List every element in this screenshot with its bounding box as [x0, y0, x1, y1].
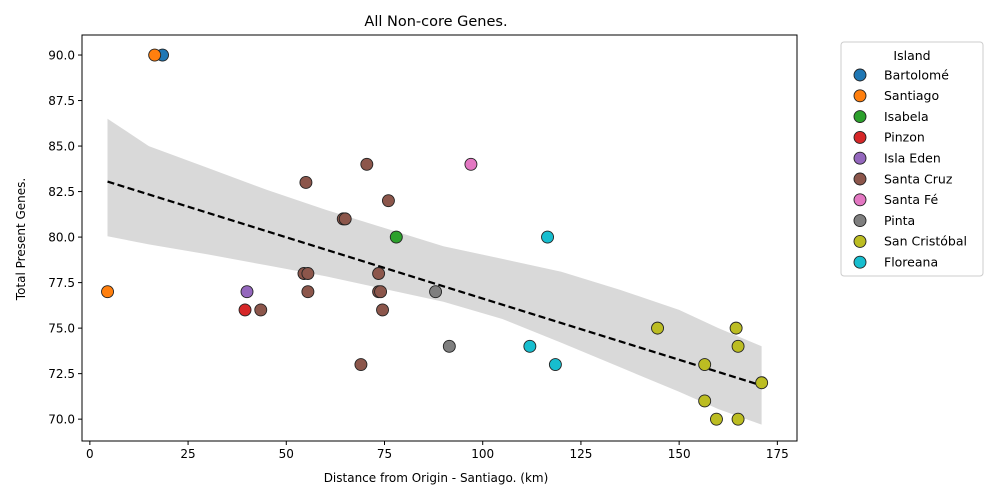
data-point: [429, 285, 443, 299]
data-point: [360, 157, 374, 171]
y-tick-label: 82.5: [48, 185, 75, 199]
data-point: [464, 157, 478, 171]
x-axis-label: Distance from Origin - Santiago. (km): [324, 471, 549, 485]
plot-area: 0 25 50 75 100 125 150 175 70.0 72.5 75.0 77.5 80.0 8…: [48, 34, 798, 461]
x-tick-label: 25: [180, 447, 195, 461]
data-point: [731, 412, 745, 426]
series-isabela: [389, 230, 403, 244]
data-point: [101, 285, 114, 299]
y-tick-label: 75.0: [48, 321, 75, 335]
legend-label: Isla Eden: [884, 151, 941, 166]
data-point: [729, 321, 743, 335]
series-san-cristóbal: [651, 321, 769, 426]
x-tick-label: 50: [279, 447, 294, 461]
data-point: [301, 285, 315, 299]
y-tick-label: 80.0: [48, 230, 75, 244]
y-tick-label: 90.0: [48, 48, 75, 62]
legend-label: Isabela: [884, 109, 929, 124]
data-point: [731, 339, 745, 353]
data-point: [374, 285, 388, 299]
data-point: [354, 358, 368, 371]
series-santa-cruz: [254, 157, 395, 371]
data-point: [238, 303, 252, 317]
series-pinzon: [238, 303, 252, 317]
legend-label: Santa Cruz: [884, 171, 953, 186]
data-point: [541, 230, 554, 244]
legend-marker: [853, 130, 867, 144]
legend-label: Santiago: [884, 88, 939, 103]
series-santiago: [101, 48, 162, 299]
data-point: [698, 394, 712, 408]
axes-frame: [81, 34, 798, 442]
legend-label: Bartolomé: [884, 67, 949, 82]
legend-marker: [853, 68, 867, 82]
legend: Island Bartolomé Santiago Isabela Pinzon Isl…: [840, 41, 984, 277]
series-isla-eden: [240, 285, 254, 299]
series-santa-fé: [464, 157, 478, 171]
x-tick-label: 150: [668, 447, 691, 461]
legend-frame: [840, 41, 984, 277]
y-tick-label: 72.5: [48, 367, 75, 381]
data-point: [372, 267, 386, 280]
x-tick-label: 125: [569, 447, 592, 461]
confidence-band: [107, 118, 762, 425]
data-point: [301, 267, 315, 280]
data-point: [338, 212, 352, 226]
data-point: [710, 412, 723, 426]
data-point: [376, 303, 389, 317]
series-floreana: [523, 230, 562, 371]
x-tick-label: 175: [766, 447, 789, 461]
regression-line: [107, 180, 762, 387]
y-axis-label: Total Present Genes.: [14, 178, 28, 301]
data-point: [389, 230, 403, 244]
y-tick-label: 77.5: [48, 276, 75, 290]
legend-marker: [853, 151, 867, 165]
y-tick-label: 70.0: [48, 412, 75, 426]
data-point: [651, 321, 664, 335]
legend-marker: [853, 110, 867, 124]
data-point: [240, 285, 254, 299]
legend-marker: [853, 172, 867, 186]
legend-marker: [853, 214, 867, 228]
data-point: [523, 339, 537, 353]
legend-marker: [853, 193, 867, 207]
y-tick-label: 87.5: [48, 94, 75, 108]
chart-title: All Non-core Genes.: [364, 14, 507, 30]
legend-items: Bartolomé Santiago Isabela Pinzon Isla Eden S…: [853, 67, 967, 270]
data-point: [442, 339, 456, 353]
data-point: [698, 358, 712, 371]
legend-label: Santa Fé: [884, 192, 939, 207]
legend-marker: [853, 89, 867, 103]
legend-label: Floreana: [884, 255, 938, 270]
y-tick-label: 85.0: [48, 139, 75, 153]
legend-label: Pinta: [884, 213, 915, 228]
data-point: [148, 48, 162, 62]
data-point: [254, 303, 268, 317]
legend-marker: [853, 234, 867, 248]
data-point: [381, 194, 395, 208]
x-tick-label: 0: [86, 447, 94, 461]
legend-label: Pinzon: [884, 130, 925, 145]
x-tick-label: 75: [377, 447, 392, 461]
series-pinta: [429, 285, 456, 353]
legend-marker: [853, 255, 867, 269]
legend-title: Island: [893, 48, 930, 63]
data-point: [548, 358, 562, 371]
legend-label: San Cristóbal: [884, 234, 967, 249]
data-point: [299, 176, 313, 189]
data-point: [755, 376, 769, 390]
x-tick-label: 100: [471, 447, 494, 461]
